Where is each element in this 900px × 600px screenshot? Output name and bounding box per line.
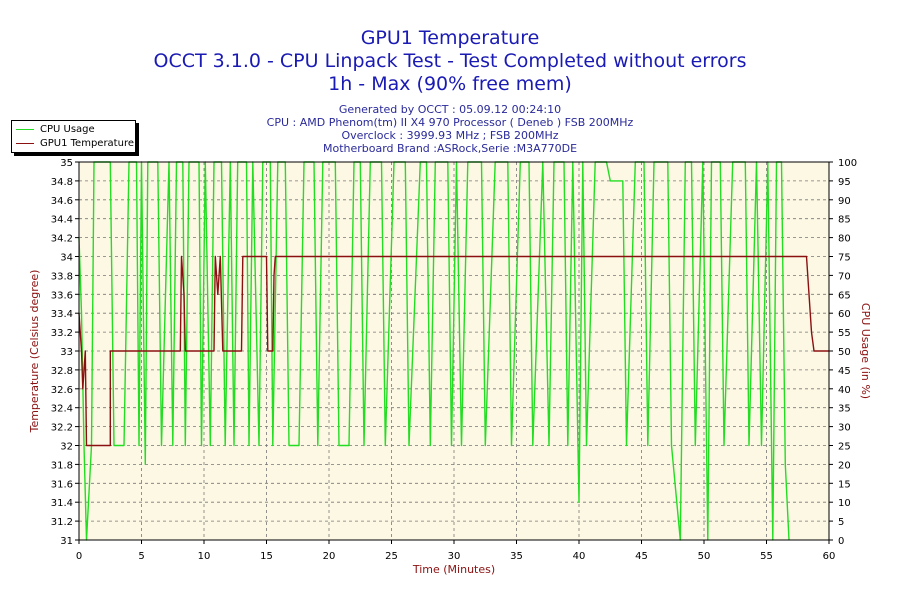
x-tick-label: 0	[76, 551, 82, 562]
y-tick-label: 34.6	[51, 196, 73, 207]
overclock-info: Overclock : 3999.93 MHz ; FSB 200MHz	[341, 129, 559, 142]
y-tick-label: 32.8	[51, 366, 73, 377]
y2-tick-label: 55	[838, 328, 851, 339]
legend-item-gpu-temperature: GPU1 Temperature	[16, 137, 134, 150]
x-tick-label: 35	[510, 551, 523, 562]
chart-subtitle: OCCT 3.1.0 - CPU Linpack Test - Test Com…	[153, 50, 747, 72]
y2-tick-label: 85	[838, 215, 851, 226]
y2-tick-label: 100	[838, 158, 857, 169]
chart-subtitle-2: 1h - Max (90% free mem)	[328, 73, 572, 95]
y2-tick-label: 30	[838, 423, 851, 434]
y-tick-label: 34	[60, 253, 73, 264]
y-tick-label: 31	[60, 536, 73, 547]
y2-tick-label: 20	[838, 460, 851, 471]
x-tick-label: 55	[760, 551, 773, 562]
y-tick-label: 34.2	[51, 234, 73, 245]
y2-tick-label: 0	[838, 536, 844, 547]
y-tick-label: 32	[60, 442, 73, 453]
y2-tick-label: 40	[838, 385, 851, 396]
y2-tick-label: 75	[838, 253, 851, 264]
motherboard-info: Motherboard Brand :ASRock,Serie :M3A770D…	[322, 142, 578, 155]
chart-title: GPU1 Temperature	[360, 27, 540, 49]
y2-tick-label: 35	[838, 404, 851, 415]
y-tick-label: 31.2	[51, 517, 73, 528]
y2-tick-label: 95	[838, 177, 851, 188]
generated-info: Generated by OCCT : 05.09.12 00:24:10	[338, 103, 562, 116]
y-tick-label: 32.2	[51, 423, 73, 434]
y2-tick-label: 45	[838, 366, 851, 377]
x-tick-label: 10	[198, 551, 211, 562]
series-line-gpu-temperature	[78, 255, 829, 447]
x-tick-label: 15	[260, 551, 273, 562]
y-tick-label: 33.6	[51, 290, 73, 301]
y-tick-label: 32.6	[51, 385, 73, 396]
x-tick-label: 25	[385, 551, 398, 562]
x-tick-label: 20	[323, 551, 336, 562]
legend-swatch-gpu-temperature	[16, 143, 34, 144]
legend-label-gpu-temperature: GPU1 Temperature	[40, 138, 134, 149]
y-tick-label: 31.6	[51, 479, 73, 490]
x-tick-label: 5	[138, 551, 144, 562]
y-tick-label: 33.2	[51, 328, 73, 339]
y2-tick-label: 65	[838, 290, 851, 301]
x-tick-label: 40	[573, 551, 586, 562]
y-tick-label: 33.4	[51, 309, 73, 320]
y2-tick-label: 15	[838, 479, 851, 490]
y2-tick-label: 50	[838, 347, 851, 358]
chart-legend: CPU Usage GPU1 Temperature	[11, 120, 136, 153]
y-tick-label: 33	[60, 347, 73, 358]
x-tick-label: 45	[635, 551, 648, 562]
y-tick-label: 35	[60, 158, 73, 169]
y2-tick-label: 5	[838, 517, 844, 528]
y2-tick-label: 80	[838, 234, 851, 245]
x-axis-label: Time (Minutes)	[412, 563, 495, 576]
y2-tick-label: 25	[838, 442, 851, 453]
y2-tick-label: 70	[838, 271, 851, 282]
y-tick-label: 31.4	[51, 498, 73, 509]
x-tick-label: 30	[448, 551, 461, 562]
y2-tick-label: 10	[838, 498, 851, 509]
y-tick-label: 34.4	[51, 215, 73, 226]
y2-tick-label: 60	[838, 309, 851, 320]
legend-label-cpu-usage: CPU Usage	[40, 124, 95, 135]
legend-item-cpu-usage: CPU Usage	[16, 123, 95, 136]
x-tick-label: 60	[823, 551, 836, 562]
cpu-info: CPU : AMD Phenom(tm) II X4 970 Processor…	[266, 116, 634, 129]
y-tick-label: 31.8	[51, 460, 73, 471]
y2-axis-label: CPU Usage (in %)	[859, 303, 872, 399]
y2-tick-label: 90	[838, 196, 851, 207]
y-tick-label: 32.4	[51, 404, 73, 415]
y-axis-label: Temperature (Celsius degree)	[28, 270, 41, 434]
x-tick-label: 50	[698, 551, 711, 562]
y-tick-label: 34.8	[51, 177, 73, 188]
y-tick-label: 33.8	[51, 271, 73, 282]
legend-swatch-cpu-usage	[16, 129, 34, 130]
